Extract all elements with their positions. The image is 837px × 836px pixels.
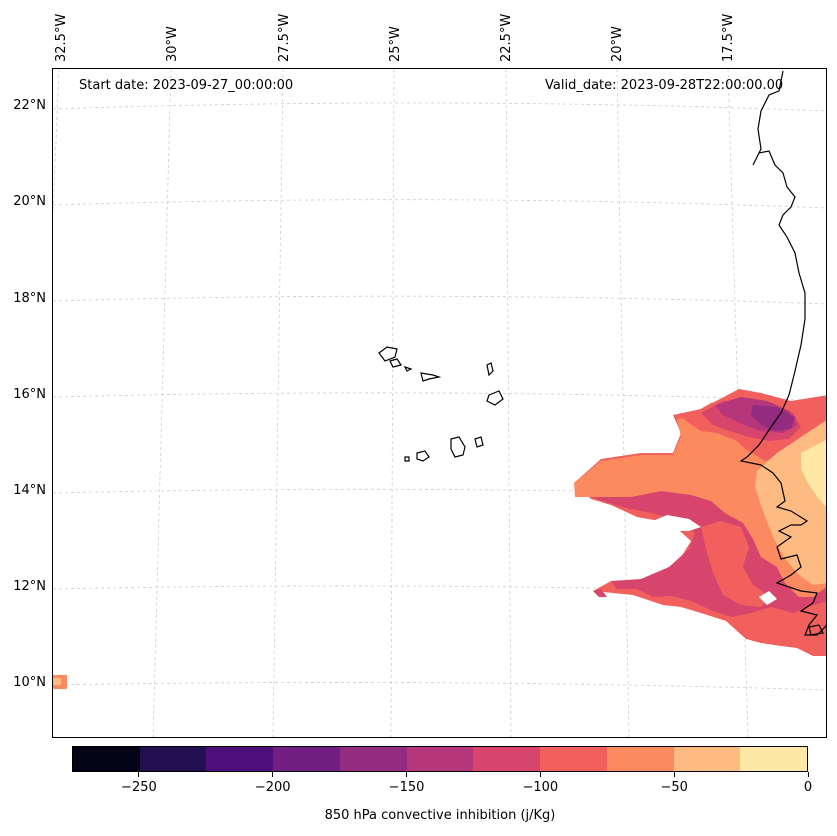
lon-label-17-5w: 17.5°W (721, 13, 736, 62)
colorbar-tick (539, 772, 541, 777)
gridline-lat-10n (53, 682, 826, 691)
contour-band-minus-100-inner (701, 521, 771, 607)
colorbar-segment-3 (273, 747, 340, 771)
cin-contours (53, 389, 826, 689)
colorbar-tick-label: 0 (803, 780, 813, 795)
lon-label-27-5w: 27.5°W (277, 13, 292, 62)
contour-fleck-south (593, 589, 607, 597)
lon-label-32-5w: 32.5°W (54, 13, 69, 62)
gridline-lon-20w (616, 69, 630, 737)
colorbar-segment-7 (540, 747, 607, 771)
island-maio (474, 436, 484, 448)
lat-label-16n: 16°N (13, 387, 46, 402)
lat-label-12n: 12°N (13, 579, 46, 594)
lon-label-30w: 30°W (165, 26, 180, 62)
colorbar-segment-2 (206, 747, 274, 771)
lat-label-20n: 20°N (13, 194, 46, 209)
gridline-lon-25w (390, 69, 395, 737)
colorbar-tick-label: −100 (522, 780, 559, 795)
colorbar-tick (406, 772, 408, 777)
contour-band-minus-175-north (751, 405, 795, 431)
gridline-lat-16n (53, 392, 826, 402)
gridline-lon-27-5w (272, 69, 284, 737)
island-sao-vicente (389, 358, 402, 368)
colorbar-segment-8 (606, 747, 674, 771)
contour-hole-a (653, 515, 701, 531)
island-boa-vista (486, 390, 504, 406)
island-brava (404, 456, 410, 462)
coastline-bijagos (808, 624, 824, 636)
gridline-lon-22-5w (505, 69, 512, 737)
lat-label-10n: 10°N (13, 675, 46, 690)
colorbar-tick (807, 772, 809, 777)
contour-hole-b (759, 591, 777, 605)
contour-band-minus-25 (801, 440, 826, 507)
lat-label-14n: 14°N (13, 483, 46, 498)
start-date-label: Start date: 2023-09-27_00:00:00 (79, 78, 294, 93)
colorbar-segment-10 (740, 747, 808, 771)
island-fogo (416, 450, 430, 462)
gridline-lon-30w (152, 69, 172, 737)
contour-fleck-west-inner (53, 678, 61, 685)
colorbar-tick-label: −150 (388, 780, 425, 795)
map-canvas (53, 69, 826, 737)
colorbar-segment-6 (473, 747, 541, 771)
lat-label-22n: 22°N (13, 98, 46, 113)
colorbar-tick-label: −200 (254, 780, 291, 795)
colorbar-tick (272, 772, 274, 777)
lon-label-22-5w: 22.5°W (499, 13, 514, 62)
colorbar-segment-9 (673, 747, 741, 771)
gridline-lat-12n (53, 585, 826, 595)
colorbar-segment-5 (406, 747, 474, 771)
colorbar-segment-4 (339, 747, 407, 771)
gridline-lat-22n (53, 102, 826, 112)
lon-label-20w: 20°W (610, 26, 625, 62)
coastline-africa (739, 70, 826, 636)
colorbar-title: 850 hPa convective inhibition (j/Kg) (324, 808, 556, 823)
gridline-lat-18n (53, 295, 826, 305)
colorbar-segment-1 (139, 747, 207, 771)
colorbar-tick (138, 772, 140, 777)
colorbar (72, 746, 808, 772)
colorbar-segment-0 (73, 747, 140, 771)
colorbar-tick-label: −50 (660, 780, 688, 795)
island-santa-luzia (403, 365, 413, 372)
island-santiago (450, 436, 466, 458)
lat-label-18n: 18°N (13, 291, 46, 306)
coastlines (739, 70, 826, 636)
island-santo-antao (378, 346, 398, 362)
cape-verde-islands (378, 346, 504, 462)
gridline-lon-32-5w (53, 69, 60, 212)
gridline-lat-20n (53, 199, 826, 209)
colorbar-tick-label: −250 (121, 780, 157, 795)
map-panel[interactable] (52, 68, 827, 738)
lon-label-25w: 25°W (388, 26, 403, 62)
gridline-lat-14n (53, 488, 826, 498)
island-sal (486, 362, 494, 377)
colorbar-tick (673, 772, 675, 777)
contour-band-minus-75 (574, 415, 826, 597)
valid-date-label: Valid_date: 2023-09-28T22:00:00.00 (545, 78, 784, 93)
island-sao-nicolau (420, 372, 442, 382)
